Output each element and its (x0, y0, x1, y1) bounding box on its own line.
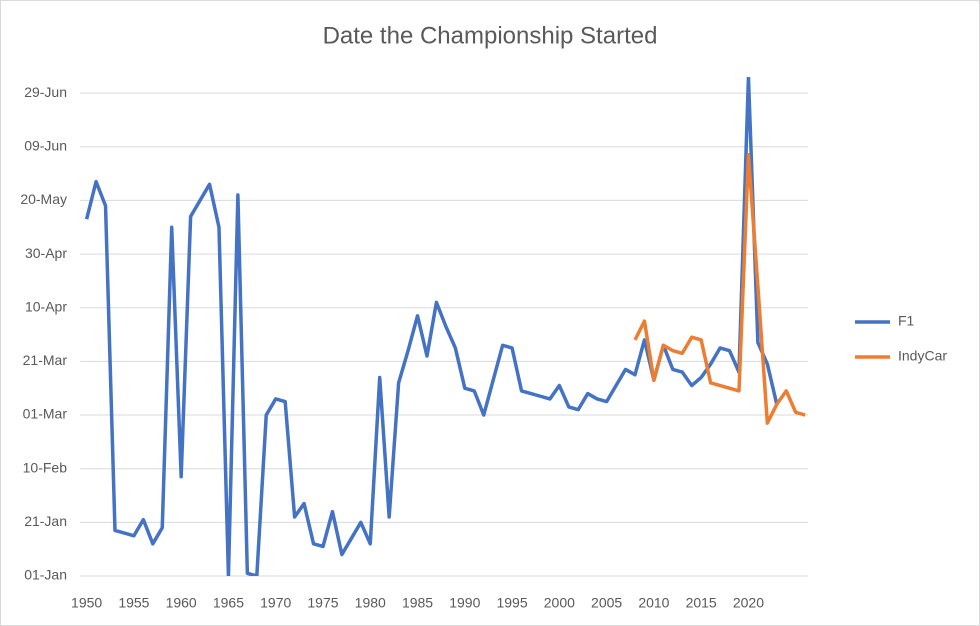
x-tick-label: 1950 (71, 595, 102, 611)
x-tick-label: 1965 (213, 595, 244, 611)
y-tick-label: 20-May (20, 191, 67, 207)
x-tick-label: 2000 (544, 595, 575, 611)
y-tick-label: 29-Jun (24, 84, 67, 100)
x-tick-label: 1955 (118, 595, 149, 611)
x-tick-label: 2020 (733, 595, 764, 611)
y-tick-label: 30-Apr (25, 245, 67, 261)
y-tick-label: 10-Feb (23, 459, 68, 475)
legend-label: IndyCar (898, 348, 947, 364)
chart-title: Date the Championship Started (323, 22, 658, 49)
x-tick-label: 2005 (591, 595, 622, 611)
y-tick-label: 21-Mar (23, 352, 68, 368)
series-line (633, 153, 806, 425)
x-tick-label: 2015 (686, 595, 717, 611)
x-tick-label: 1970 (260, 595, 291, 611)
x-tick-label: 1985 (402, 595, 433, 611)
legend-label: F1 (898, 313, 915, 329)
y-tick-label: 01-Mar (23, 406, 68, 422)
x-tick-label: 1980 (355, 595, 386, 611)
y-tick-label: 09-Jun (24, 137, 67, 153)
x-tick-label: 1990 (449, 595, 480, 611)
x-tick-label: 1975 (307, 595, 338, 611)
y-tick-label: 01-Jan (24, 567, 67, 583)
y-tick-label: 10-Apr (25, 298, 67, 314)
x-tick-label: 1995 (496, 595, 527, 611)
x-tick-label: 1960 (166, 595, 197, 611)
x-tick-label: 2010 (638, 595, 669, 611)
y-tick-label: 21-Jan (24, 513, 67, 529)
